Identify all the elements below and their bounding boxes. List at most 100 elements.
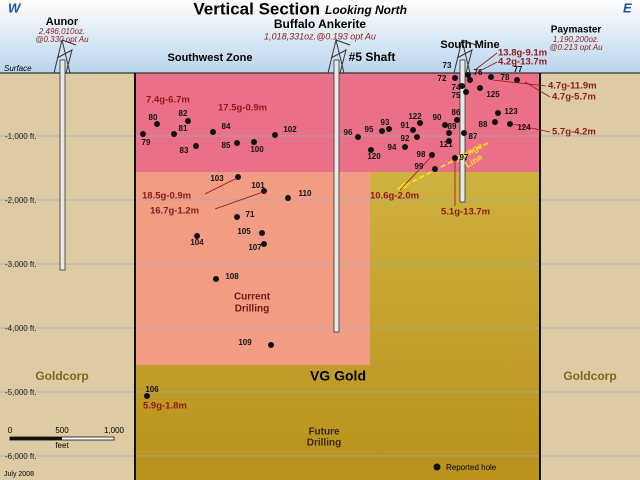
zone-label: #5 Shaft (349, 50, 396, 64)
hole-label: 82 (179, 109, 188, 118)
plunge-line (397, 142, 489, 190)
hole-dot (234, 214, 240, 220)
mine-production: 1,018,331oz.@0.193 opt Au (264, 31, 376, 41)
scale-bar: 0 500 1,000 feet (8, 426, 125, 450)
hole-label: 73 (443, 61, 452, 70)
headframes (53, 39, 477, 74)
hole-dot (185, 118, 191, 124)
hole-dot (285, 195, 291, 201)
zone-label: Future (308, 427, 340, 438)
hole-dot (446, 138, 452, 144)
mine-grade: @0.213 opt Au (549, 43, 603, 52)
surface-label: Surface (4, 64, 32, 73)
west-label: W (8, 0, 22, 15)
hole-dot (507, 121, 513, 127)
leader-line (524, 81, 551, 98)
hole-label: 83 (180, 146, 189, 155)
hole-dot (355, 134, 361, 140)
hole-dot (251, 139, 257, 145)
sky (0, 0, 640, 73)
zone-label: VG Gold (310, 368, 366, 384)
depth-label: -3,000 ft. (5, 260, 37, 269)
east-label: E (623, 0, 632, 15)
hole-label: 123 (504, 107, 518, 116)
hole-label: 102 (283, 125, 297, 134)
hole-label: 98 (417, 150, 426, 159)
zone-label: Goldcorp (35, 369, 88, 383)
hole-label: 77 (514, 65, 523, 74)
scale-unit: feet (55, 441, 69, 450)
property-boundaries (134, 73, 541, 480)
hole-label: 105 (237, 227, 251, 236)
hole-dot (461, 130, 467, 136)
intercept-label: 18.5g-0.9m (142, 191, 191, 202)
title: Vertical Section (193, 0, 320, 18)
hole-label: 94 (388, 143, 397, 152)
hole-label: 103 (210, 174, 224, 183)
hole-label: 90 (433, 113, 442, 122)
hole-dot (454, 117, 460, 123)
hole-label: 87 (469, 132, 478, 141)
hole-dot (417, 120, 423, 126)
zone-label: Drilling (235, 304, 269, 315)
zone-label: Drilling (307, 438, 341, 449)
hole-label: 93 (381, 118, 390, 127)
depth-label: -1,000 ft. (5, 132, 37, 141)
zone-label: South Mine (440, 39, 499, 51)
hole-dot (268, 342, 274, 348)
hole-dot (379, 128, 385, 134)
plunge-arrow (396, 182, 407, 190)
scale-fill (10, 437, 62, 440)
leader-line (204, 177, 238, 195)
hole-dot (386, 126, 392, 132)
legend-dot (433, 463, 441, 471)
hole-dot (465, 72, 471, 78)
hole-label: 124 (517, 123, 531, 132)
hole-label: 74 (452, 83, 461, 92)
hole-dot (368, 147, 374, 153)
hole-label: 79 (142, 138, 151, 147)
hole-dot (144, 393, 150, 399)
intercept-label: 16.7g-1.2m (150, 206, 199, 217)
mine-grade: @0.330 opt Au (35, 35, 89, 44)
scale-tick: 1,000 (104, 426, 125, 435)
hole-dot (488, 74, 494, 80)
hole-label: 86 (452, 108, 461, 117)
intercept-label: 17.5g-0.9m (218, 103, 267, 114)
hole-label: 85 (222, 141, 231, 150)
hole-dot (429, 152, 435, 158)
depth-label: -5,000 ft. (5, 388, 37, 397)
subtitle: Looking North (325, 3, 407, 17)
hole-dot (514, 77, 520, 83)
intercept-label: 7.4g-6.7m (146, 95, 190, 106)
date: July 2008 (4, 471, 34, 478)
intercept-label: 5.1g-13.7m (441, 207, 490, 218)
scale-tick: 0 (8, 426, 13, 435)
mine-name: Paymaster (551, 25, 602, 36)
labels: -1,000 ft. -2,000 ft. -3,000 ft. -4,000 ft.… (5, 48, 597, 462)
hole-dot (442, 122, 448, 128)
hole-dot (402, 144, 408, 150)
hole-dot (210, 129, 216, 135)
hole-dot (452, 75, 458, 81)
zone-label: Goldcorp (563, 369, 616, 383)
hole-label: 107 (248, 243, 262, 252)
legend-label: Reported hole (446, 463, 497, 472)
leader-line (214, 191, 264, 210)
hole-dot (467, 77, 473, 83)
current-drilling-zone (135, 172, 370, 365)
hole-dot (495, 110, 501, 116)
hole-dot (492, 119, 498, 125)
hole-dot (261, 241, 267, 247)
hole-label: 92 (401, 134, 410, 143)
hole-dot (171, 131, 177, 137)
mine-name: Aunor (46, 16, 79, 28)
hole-dot (414, 134, 420, 140)
depth-label: -2,000 ft. (5, 196, 37, 205)
hole-label: 89 (448, 122, 457, 131)
hole-label: 91 (401, 121, 410, 130)
intercept-label: 5.9g-1.8m (143, 401, 187, 412)
hole-label: 122 (408, 112, 422, 121)
depth-label: -4,000 ft. (5, 324, 37, 333)
